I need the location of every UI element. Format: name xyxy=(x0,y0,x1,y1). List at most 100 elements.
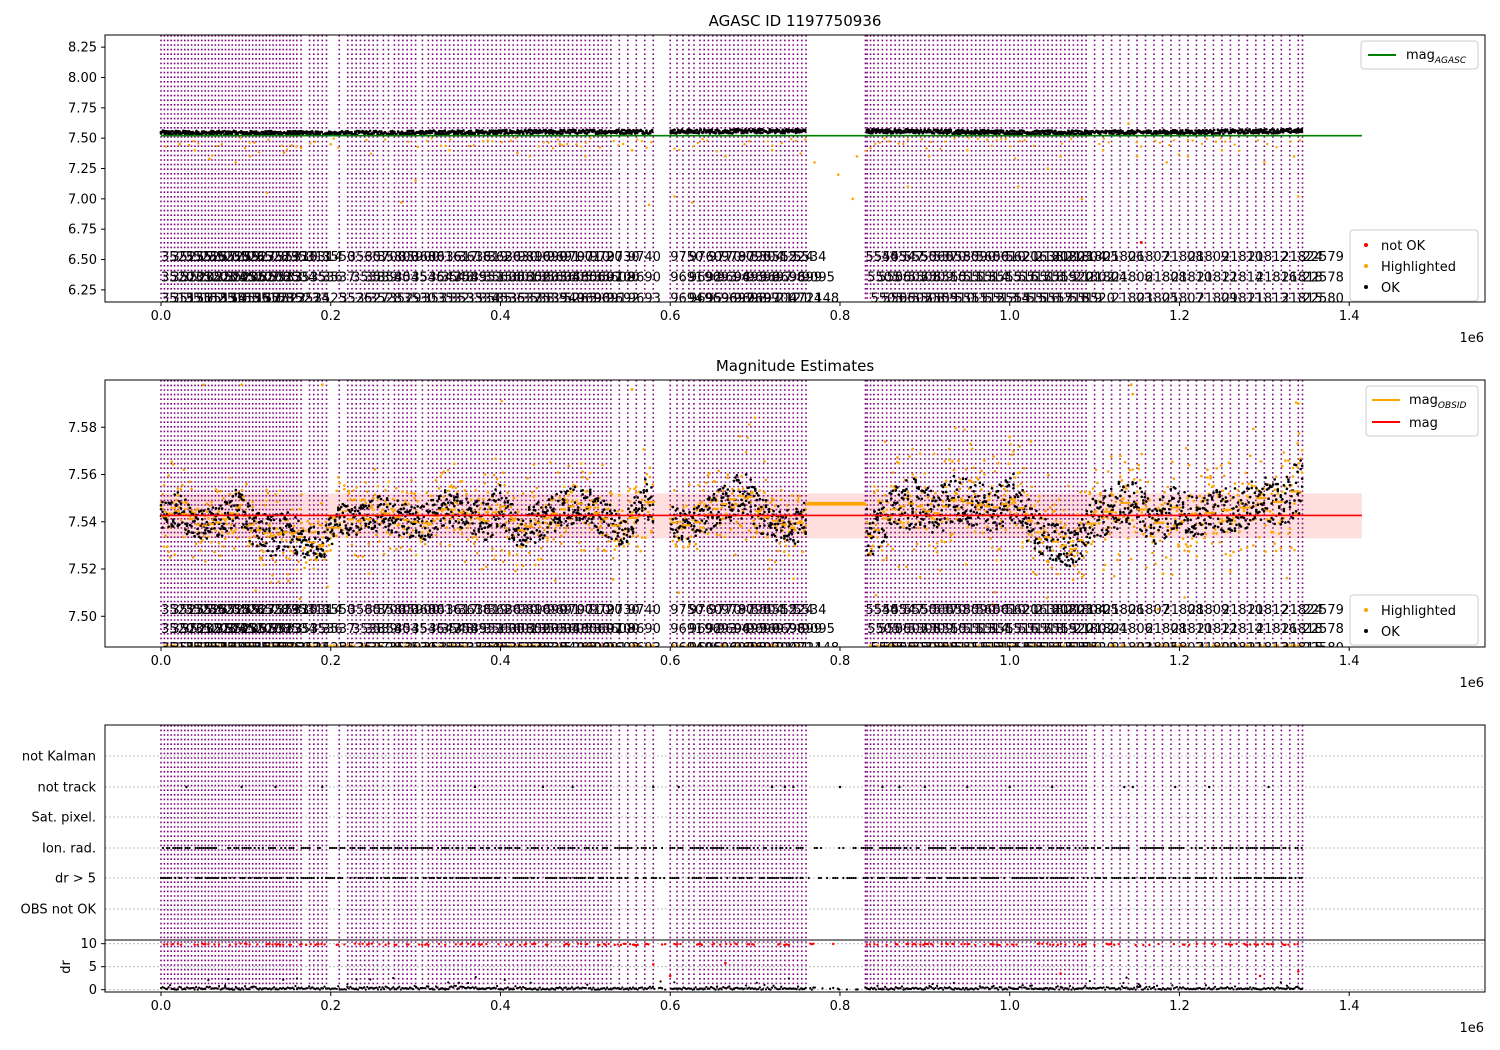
ok-point xyxy=(546,509,549,513)
obsid-label: 9691 xyxy=(594,291,627,306)
ok-point xyxy=(1067,129,1070,132)
highlighted-point xyxy=(584,155,587,158)
highlighted-point xyxy=(438,644,441,647)
ok-point xyxy=(867,128,870,131)
obsid-label: 35156 xyxy=(229,291,270,306)
highlighted-point xyxy=(1172,139,1176,142)
ok-point xyxy=(233,504,236,507)
highlighted-point xyxy=(295,568,299,571)
obsid-label: 21814 xyxy=(1222,271,1263,286)
ok-points xyxy=(159,459,1304,568)
highlighted-point xyxy=(975,476,979,479)
ok-point xyxy=(466,521,470,525)
highlighted-point xyxy=(986,525,989,528)
highlighted-point xyxy=(1007,504,1011,508)
highlighted-point xyxy=(1054,519,1058,522)
highlighted-point xyxy=(876,603,880,606)
highlighted-point xyxy=(1098,142,1101,146)
highlighted-point xyxy=(1074,547,1078,550)
highlighted-point xyxy=(1135,155,1139,158)
highlighted-point xyxy=(1290,546,1293,550)
highlighted-point xyxy=(692,644,696,647)
highlighted-point xyxy=(944,140,947,143)
highlighted-point xyxy=(353,553,357,557)
ok-point xyxy=(179,502,183,505)
highlighted-point xyxy=(869,644,872,647)
highlighted-point xyxy=(918,575,922,579)
ok-point xyxy=(335,523,338,526)
y-tick-label: 7.75 xyxy=(68,101,97,116)
highlighted-point xyxy=(1114,511,1118,514)
highlighted-point xyxy=(527,551,531,555)
highlighted-point xyxy=(906,520,910,524)
ok-point xyxy=(1111,132,1115,135)
highlighted-point xyxy=(1032,144,1036,148)
ok-point xyxy=(1048,132,1052,135)
highlighted-point xyxy=(1004,528,1008,532)
ok-point xyxy=(254,130,258,133)
ok-point xyxy=(185,522,189,525)
highlighted-point xyxy=(598,146,601,149)
highlighted-point xyxy=(1038,644,1042,647)
highlighted-point xyxy=(363,644,367,647)
highlighted-point xyxy=(229,528,233,532)
ok-point xyxy=(272,527,276,530)
highlighted-point xyxy=(332,137,335,140)
highlighted-point xyxy=(1048,506,1052,509)
highlighted-point xyxy=(715,533,719,536)
highlighted-point xyxy=(964,467,968,471)
highlighted-point xyxy=(1186,155,1190,158)
ok-point xyxy=(462,520,465,524)
ok-point xyxy=(372,518,375,522)
ok-point xyxy=(315,545,319,549)
highlighted-point xyxy=(284,539,288,542)
highlighted-point xyxy=(1227,461,1231,465)
ok-point xyxy=(187,530,190,534)
ok-point xyxy=(242,498,245,502)
highlighted-point xyxy=(639,549,643,553)
highlighted-point xyxy=(318,545,322,548)
ok-point xyxy=(384,525,387,529)
ok-point xyxy=(1184,131,1188,135)
ok-point xyxy=(402,525,406,528)
obsid-label: 5570 xyxy=(933,250,966,265)
obsid-label: 5517 xyxy=(1039,291,1072,306)
highlighted-point xyxy=(372,508,375,512)
highlighted-point xyxy=(922,507,925,511)
highlighted-point xyxy=(570,500,574,503)
ok-point xyxy=(353,506,357,509)
highlighted-point xyxy=(480,567,484,571)
highlighted-point xyxy=(613,539,617,543)
obsid-label: 9693 xyxy=(628,291,661,306)
ok-point xyxy=(524,538,528,542)
highlighted-point xyxy=(735,520,739,524)
highlighted-point xyxy=(1212,484,1215,488)
highlighted-point xyxy=(587,523,591,527)
ok-point xyxy=(923,128,926,131)
highlighted-point xyxy=(170,506,174,509)
highlighted-point xyxy=(967,136,970,140)
highlighted-point xyxy=(1082,573,1086,577)
highlighted-point xyxy=(274,560,277,564)
highlighted-point xyxy=(1122,515,1125,519)
highlighted-point xyxy=(650,531,653,534)
obsid-label: 21803 xyxy=(1112,291,1153,306)
highlighted-point xyxy=(445,526,448,529)
highlighted-point xyxy=(891,471,895,474)
ok-point xyxy=(887,128,891,131)
highlighted-point xyxy=(685,644,689,647)
obsid-label: 5265 xyxy=(564,291,597,306)
highlighted-point xyxy=(1174,644,1178,647)
highlighted-point xyxy=(1051,549,1055,552)
ok-point xyxy=(413,506,416,510)
highlighted-point xyxy=(1029,440,1033,443)
highlighted-point xyxy=(1233,519,1237,523)
ok-point xyxy=(366,131,370,134)
highlighted-point xyxy=(694,542,698,546)
ok-point xyxy=(495,132,499,135)
highlighted-point xyxy=(492,473,496,477)
obsid-label: 3539 xyxy=(534,291,567,306)
ok-point xyxy=(300,541,303,544)
ok-point xyxy=(338,515,342,519)
highlighted-point xyxy=(456,490,459,494)
